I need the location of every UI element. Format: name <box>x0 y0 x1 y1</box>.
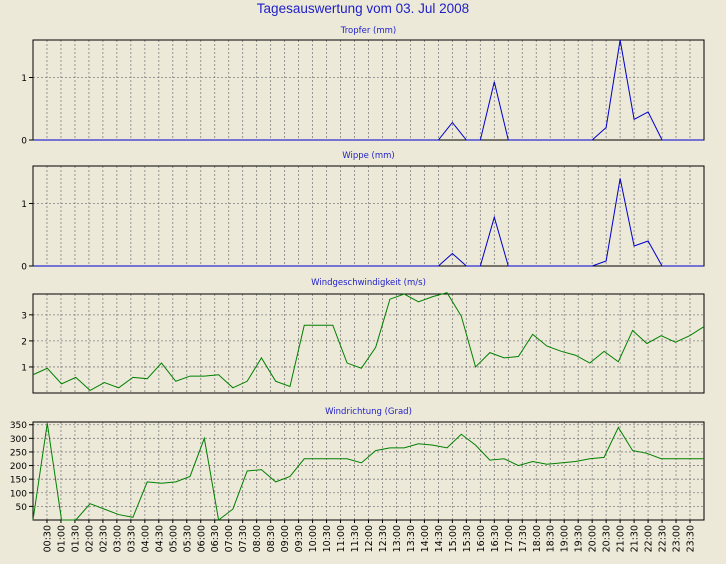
grid <box>33 294 704 393</box>
y-tick-label: 1 <box>21 200 27 210</box>
y-tick-label: 100 <box>10 489 27 499</box>
x-tick-label: 05:00 <box>168 525 179 552</box>
x-tick-label: 22:30 <box>658 525 669 552</box>
x-tick-label: 21:00 <box>616 525 627 552</box>
x-tick-label: 01:30 <box>70 525 81 552</box>
x-tick-label: 13:30 <box>406 525 417 552</box>
x-tick-label: 16:00 <box>476 525 487 552</box>
x-tick-label: 05:30 <box>182 525 193 552</box>
chart-wippe: 0 1 Wippe (mm) <box>21 151 705 273</box>
chart-title: Windgeschwindigkeit (m/s) <box>311 278 426 288</box>
y-tick-label: 150 <box>10 476 27 486</box>
x-tick-label: 19:00 <box>560 525 571 552</box>
x-axis-labels: 00:30 01:00 01:30 02:00 02:30 03:00 03:30 04:00… <box>42 520 697 552</box>
y-tick-label: 3 <box>21 311 27 321</box>
x-tick-label: 06:00 <box>196 525 207 552</box>
series-line <box>33 178 704 267</box>
x-tick-label: 03:30 <box>126 525 137 552</box>
x-tick-label: 18:00 <box>532 525 543 552</box>
x-tick-label: 16:30 <box>490 525 501 552</box>
x-tick-label: 23:00 <box>672 525 683 552</box>
x-tick-label: 02:00 <box>84 525 95 552</box>
y-tick-label: 1 <box>21 363 27 373</box>
x-tick-label: 17:30 <box>518 525 529 552</box>
x-tick-label: 01:00 <box>56 525 67 552</box>
x-tick-label: 03:00 <box>112 525 123 552</box>
x-tick-label: 14:30 <box>434 525 445 552</box>
x-tick-label: 14:00 <box>420 525 431 552</box>
x-tick-label: 13:00 <box>392 525 403 552</box>
x-tick-label: 09:00 <box>280 525 291 552</box>
y-tick-label: 350 <box>10 421 27 431</box>
x-tick-label: 18:30 <box>546 525 557 552</box>
x-tick-label: 02:30 <box>98 525 109 552</box>
x-tick-label: 23:30 <box>686 525 697 552</box>
y-tick-label: 50 <box>16 503 28 513</box>
x-tick-label: 00:30 <box>42 525 53 552</box>
x-tick-label: 20:00 <box>588 525 599 552</box>
grid <box>33 422 704 520</box>
x-tick-label: 07:00 <box>224 525 235 552</box>
x-tick-label: 22:00 <box>644 525 655 552</box>
chart-title: Windrichtung (Grad) <box>325 407 412 417</box>
grid <box>33 40 704 141</box>
x-tick-label: 12:30 <box>378 525 389 552</box>
x-tick-label: 08:30 <box>266 525 277 552</box>
x-tick-label: 11:00 <box>336 525 347 552</box>
series-line <box>32 292 705 392</box>
x-tick-label: 12:00 <box>364 525 375 552</box>
page-title: Tagesauswertung vom 03. Jul 2008 <box>256 1 470 16</box>
x-tick-label: 21:30 <box>630 525 641 552</box>
x-tick-label: 04:30 <box>154 525 165 552</box>
x-tick-label: 04:00 <box>140 525 151 552</box>
chart-windgeschwindigkeit: 1 2 3 Windgeschwindigkeit (m/s) <box>21 278 705 394</box>
series-line <box>32 423 704 521</box>
y-tick-label: 1 <box>21 74 27 84</box>
x-tick-label: 15:00 <box>448 525 459 552</box>
x-tick-label: 15:30 <box>462 525 473 552</box>
x-tick-label: 17:00 <box>504 525 515 552</box>
y-tick-label: 300 <box>10 435 27 445</box>
chart-title: Wippe (mm) <box>342 151 395 161</box>
y-tick-label: 2 <box>21 337 27 347</box>
y-tick-label: 0 <box>21 137 27 147</box>
series-line <box>33 39 704 141</box>
x-tick-label: 10:30 <box>322 525 333 552</box>
x-tick-label: 19:30 <box>574 525 585 552</box>
chart-tropfer: 0 1 Tropfer (mm) <box>21 26 705 147</box>
x-tick-label: 20:30 <box>602 525 613 552</box>
x-tick-label: 06:30 <box>210 525 221 552</box>
chart-windrichtung: 50 100 150 200 250 300 350 Windrichtung (Grad) <box>10 407 705 521</box>
grid <box>33 166 704 267</box>
y-tick-label: 0 <box>21 263 27 273</box>
plot-frame <box>32 293 705 394</box>
x-tick-label: 08:00 <box>252 525 263 552</box>
x-tick-label: 09:30 <box>294 525 305 552</box>
x-tick-label: 10:00 <box>308 525 319 552</box>
x-tick-label: 11:30 <box>350 525 361 552</box>
y-tick-label: 250 <box>10 448 27 458</box>
y-tick-label: 200 <box>10 462 27 472</box>
x-tick-label: 07:30 <box>238 525 249 552</box>
chart-title: Tropfer (mm) <box>340 26 396 36</box>
